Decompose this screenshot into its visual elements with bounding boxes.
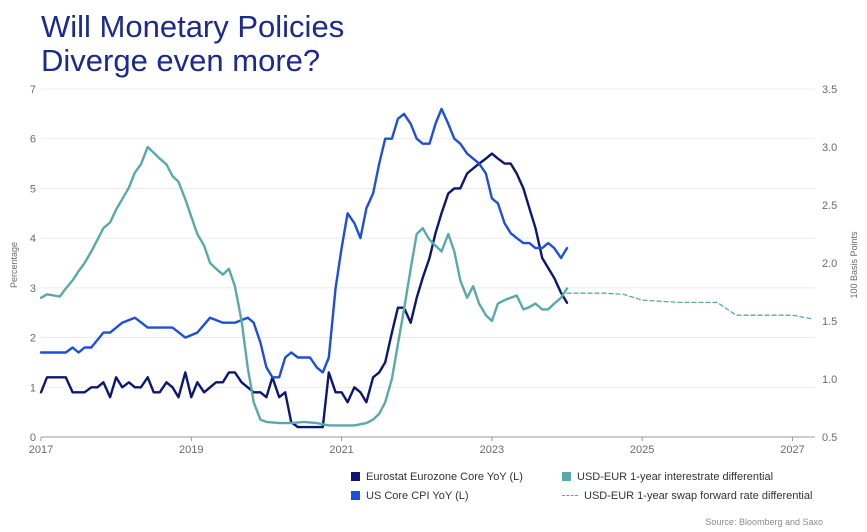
legend-swatch-swap-forward (562, 495, 578, 496)
series-line-2 (39, 145, 569, 427)
x-tick-label: 2019 (179, 444, 203, 456)
x-tick-label: 2023 (480, 444, 504, 456)
source-note: Source: Bloomberg and Saxo (705, 517, 823, 527)
y-left-tick-label: 1 (30, 382, 36, 394)
legend-swatch-us-cpi (351, 491, 360, 500)
x-tick-label: 2027 (780, 444, 804, 456)
y-right-tick-label: 1.5 (822, 316, 837, 328)
legend-label-swap-forward: USD-EUR 1-year swap forward rate differe… (584, 490, 813, 502)
y-left-tick-label: 7 (30, 84, 36, 96)
x-tick-label: 2025 (630, 444, 654, 456)
y-right-tick-label: 2.5 (822, 200, 837, 212)
legend-label-us-cpi: US Core CPI YoY (L) (366, 490, 469, 502)
y-axis-left-label: Percentage (9, 242, 19, 288)
x-tick-label: 2017 (29, 444, 53, 456)
series-lines (39, 107, 812, 429)
series-line-3 (566, 292, 812, 320)
legend-item-us-cpi: US Core CPI YoY (L) (351, 490, 469, 502)
y-right-tick-label: 2.0 (822, 258, 837, 270)
y-right-tick-label: 0.5 (822, 432, 837, 444)
y-axis-right-label: 100 Basis Points (849, 231, 859, 299)
y-left-tick-label: 4 (30, 233, 36, 245)
x-axis: 2017 2019 2021 2023 2025 2027 (29, 437, 805, 456)
legend-label-interest-diff: USD-EUR 1-year interestrate differential (577, 471, 774, 483)
chart-title-line-2: Diverge even more? (41, 43, 321, 78)
y-left-tick-label: 6 (30, 134, 36, 146)
y-left-tick-label: 5 (30, 183, 36, 195)
x-tick-label: 2021 (329, 444, 353, 456)
y-axis-left: 0 1 2 3 4 5 6 7 (30, 84, 36, 444)
y-left-tick-label: 2 (30, 333, 36, 345)
series-line-1 (39, 107, 569, 379)
legend-item-eurozone-core: Eurostat Eurozone Core YoY (L) (351, 471, 523, 483)
gridlines (41, 88, 815, 438)
y-axis-right: 0.5 1.0 1.5 2.0 2.5 3.0 3.5 (822, 84, 837, 444)
chart-title-line-1: Will Monetary Policies (41, 9, 345, 44)
legend-item-interest-diff: USD-EUR 1-year interestrate differential (562, 471, 773, 483)
legend-item-swap-forward: USD-EUR 1-year swap forward rate differe… (562, 490, 812, 502)
y-right-tick-label: 1.0 (822, 374, 837, 386)
legend-label-eurozone: Eurostat Eurozone Core YoY (L) (366, 471, 523, 483)
legend-swatch-eurozone (351, 472, 360, 481)
series-line-0 (39, 152, 569, 429)
y-left-tick-label: 3 (30, 283, 36, 295)
legend-swatch-interest-diff (562, 472, 571, 481)
y-right-tick-label: 3.0 (822, 142, 837, 154)
y-left-tick-label: 0 (30, 432, 36, 444)
chart-title: Will Monetary Policies Diverge even more… (41, 10, 344, 78)
y-right-tick-label: 3.5 (822, 84, 837, 96)
